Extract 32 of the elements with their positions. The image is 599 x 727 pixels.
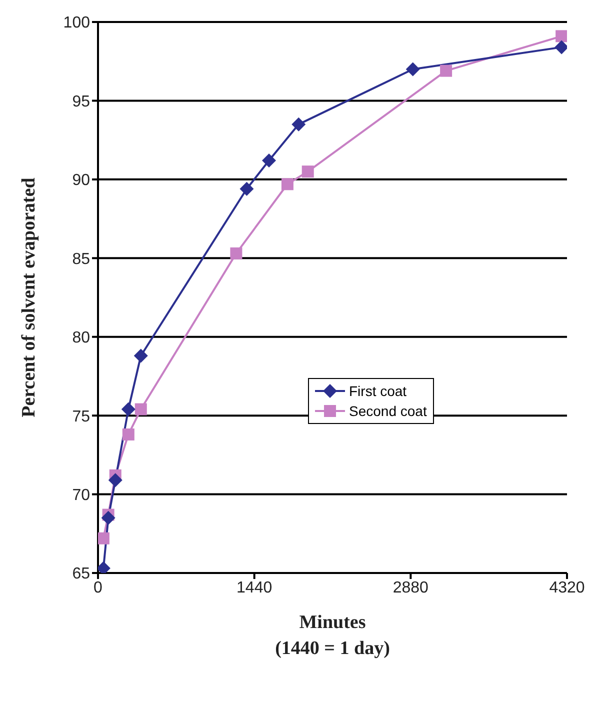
x-axis-title: Minutes (1440 = 1 day) <box>275 612 390 659</box>
point <box>440 64 452 77</box>
legend-label: Second coat <box>349 402 427 421</box>
y-tick-label: 80 <box>72 330 90 347</box>
x-tick-label: 2880 <box>392 579 429 596</box>
y-tick-label: 90 <box>72 172 90 190</box>
point <box>134 348 148 363</box>
point <box>556 30 567 42</box>
y-axis-title: Percent of solvent evaporated <box>18 177 40 418</box>
y-tick-label: 70 <box>72 486 90 504</box>
y-tick-label: 85 <box>72 250 90 268</box>
point <box>122 428 134 440</box>
y-tick-label: 100 <box>63 14 90 32</box>
point <box>134 403 147 416</box>
legend-label: First coat <box>349 382 407 401</box>
x-tick-label: 0 <box>94 579 103 596</box>
point <box>108 473 122 488</box>
point <box>230 247 242 260</box>
y-tick-label: 95 <box>72 93 90 110</box>
point <box>240 182 254 196</box>
point <box>262 154 276 168</box>
point <box>302 166 314 178</box>
point <box>292 117 306 132</box>
y-tick-label: 65 <box>72 566 90 583</box>
point <box>98 532 110 544</box>
point <box>406 62 420 76</box>
x-tick-label: 1440 <box>236 579 272 596</box>
point <box>281 178 294 190</box>
y-tick-label: 75 <box>72 408 90 426</box>
x-tick-label: 4320 <box>549 579 585 596</box>
point <box>121 402 136 416</box>
point <box>101 510 116 525</box>
